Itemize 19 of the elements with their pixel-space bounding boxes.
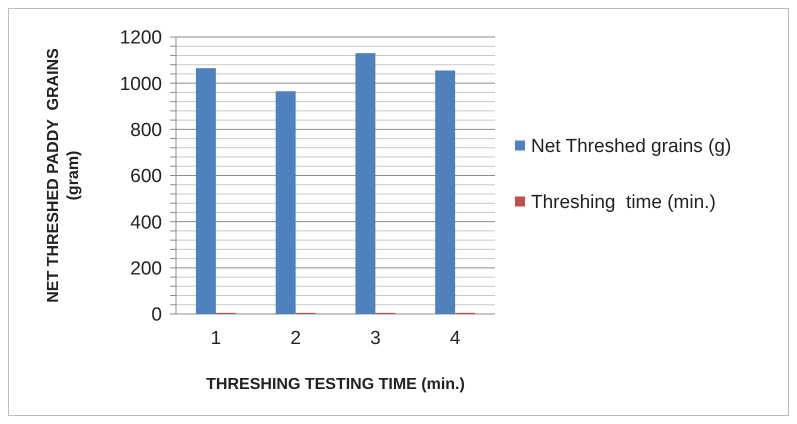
legend-label: Net Threshed grains (g) bbox=[531, 136, 732, 158]
y-tick-label: 400 bbox=[130, 212, 162, 234]
x-tick-label: 4 bbox=[450, 328, 461, 349]
x-tick-label: 3 bbox=[370, 328, 381, 349]
legend-label: Threshing time (min.) bbox=[531, 192, 716, 214]
bar bbox=[435, 70, 456, 314]
x-tick-label: 2 bbox=[290, 328, 301, 349]
y-tick-label: 600 bbox=[130, 166, 162, 188]
y-tick-label: 1000 bbox=[120, 74, 162, 95]
y-tick-label: 1200 bbox=[120, 28, 162, 49]
x-tick-label: 1 bbox=[210, 328, 222, 349]
bar bbox=[276, 91, 296, 314]
y-axis-title: NET THRESHED PADDY GRAINS (gram) bbox=[45, 48, 82, 303]
x-axis-title: THRESHING TESTING TIME (min.) bbox=[206, 376, 465, 393]
y-tick-label: 800 bbox=[130, 120, 162, 141]
y-tick-label: 200 bbox=[130, 258, 162, 280]
bar bbox=[196, 68, 216, 314]
y-tick-label: 0 bbox=[151, 304, 162, 326]
bar bbox=[355, 53, 376, 314]
